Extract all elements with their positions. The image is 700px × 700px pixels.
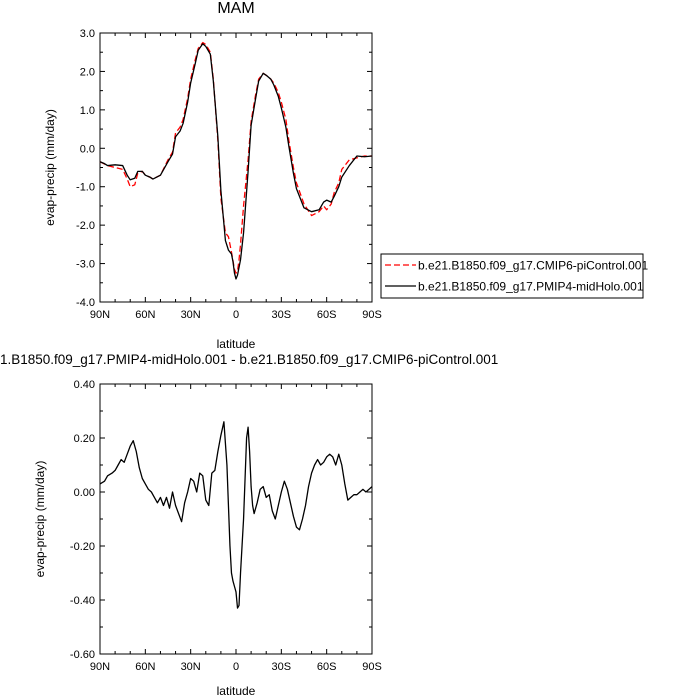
top-xtick-label: 30S	[272, 309, 292, 321]
top-series-line-1	[99, 43, 373, 280]
bottom-plot-frame	[99, 383, 373, 655]
bottom-xtick-label: 90S	[362, 661, 382, 673]
top-series-line-0	[99, 41, 372, 274]
top-plot-frame	[99, 32, 373, 303]
panel-bottom: b.e21.B1850.f09_g17.PMIP4-midHolo.001 - …	[0, 352, 498, 698]
bottom-xtick-label: 0	[233, 661, 239, 673]
bottom-ytick-label: -0.20	[70, 541, 95, 553]
top-xtick-label: 0	[233, 309, 239, 321]
bottom-ytick-label: 0.00	[74, 487, 95, 499]
top-ytick-label: 1.0	[80, 105, 95, 117]
legend-box	[380, 253, 644, 299]
top-ytick-label: 3.0	[80, 28, 95, 40]
bottom-ytick-label: -0.60	[70, 649, 95, 661]
top-xtick-label: 30N	[181, 309, 201, 321]
bottom-series-line-0	[99, 421, 373, 609]
top-ytick-label: -4.0	[76, 297, 95, 309]
bottom-ytick-label: 0.20	[74, 433, 95, 445]
bottom-title: b.e21.B1850.f09_g17.PMIP4-midHolo.001 - …	[0, 352, 498, 367]
top-ylabel: evap-precip (mm/day)	[43, 109, 57, 226]
top-ytick-label: -3.0	[76, 259, 95, 271]
bottom-xtick-label: 60N	[135, 661, 155, 673]
bottom-xtick-label: 60S	[317, 661, 337, 673]
top-ytick-label: -1.0	[76, 182, 95, 194]
top-xtick-label: 60N	[135, 309, 155, 321]
legend: b.e21.B1850.f09_g17.CMIP6-piControl.001 …	[380, 253, 648, 299]
top-ytick-label: 2.0	[80, 66, 95, 78]
top-xtick-label: 90N	[90, 309, 110, 321]
bottom-xlabel: latitude	[217, 684, 256, 698]
legend-label-picontrol: b.e21.B1850.f09_g17.CMIP6-piControl.001	[418, 259, 648, 273]
bottom-xtick-label: 30S	[272, 661, 292, 673]
bottom-xtick-label: 90N	[90, 661, 110, 673]
top-ytick-label: -2.0	[76, 220, 95, 232]
legend-label-midholo: b.e21.B1850.f09_g17.PMIP4-midHolo.001	[418, 280, 644, 294]
top-xtick-label: 90S	[362, 309, 382, 321]
bottom-ytick-label: -0.40	[70, 595, 95, 607]
top-xlabel: latitude	[217, 337, 256, 351]
top-title: MAM	[217, 0, 254, 17]
bottom-ytick-label: 0.40	[74, 379, 95, 391]
top-xtick-label: 60S	[317, 309, 337, 321]
bottom-xtick-label: 30N	[181, 661, 201, 673]
bottom-ylabel: evap-precip (mm/day)	[33, 461, 47, 578]
top-ytick-label: 0.0	[80, 143, 95, 155]
panel-top: MAM 3.0 2.0 1.0 0.0 -1.0 -2.0 -3.0 -4.0 90N 60N 3…	[43, 0, 382, 351]
